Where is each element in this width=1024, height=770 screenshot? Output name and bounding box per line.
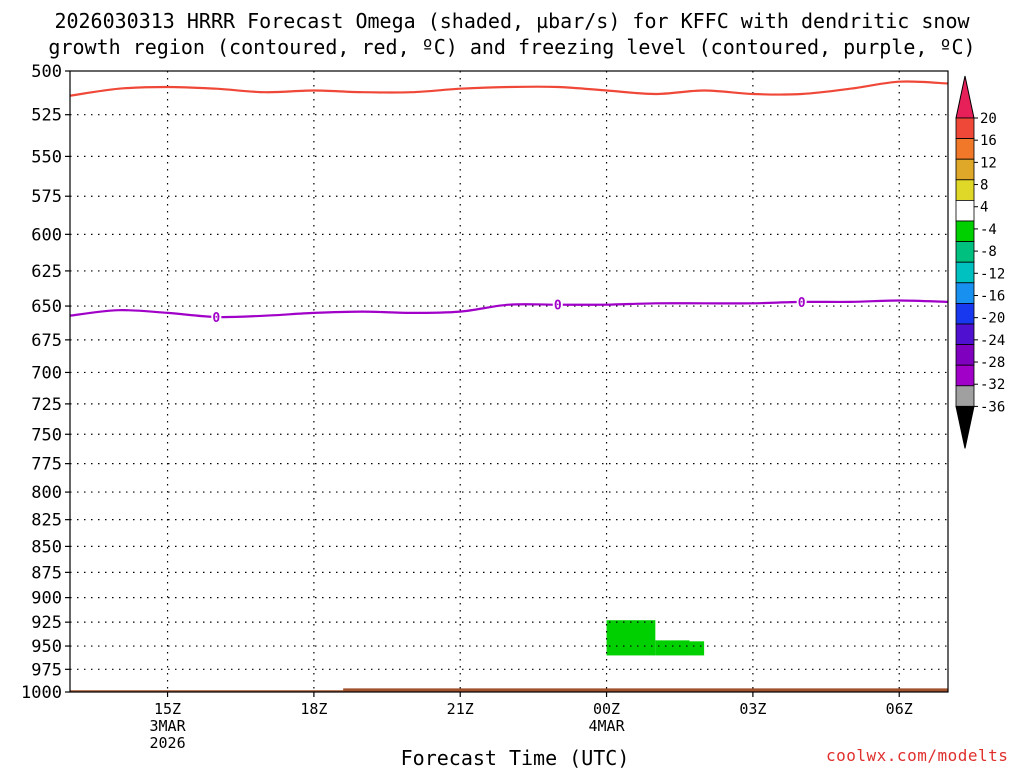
colorbar-label: -28 (980, 355, 1005, 371)
x-tick-label: 4MAR (588, 717, 625, 735)
colorbar-swatch (955, 179, 975, 201)
x-tick-label: 21Z (447, 700, 474, 718)
y-tick-label: 725 (31, 395, 62, 415)
colorbar-label: 16 (980, 133, 997, 149)
y-tick-label: 850 (31, 537, 62, 557)
colorbar-label: 20 (980, 111, 997, 127)
y-tick-label: 750 (31, 425, 62, 445)
omega-shade-cell (689, 641, 705, 656)
colorbar-swatch (955, 323, 975, 346)
freezing-contour-label: 0 (212, 311, 220, 326)
x-tick-label: 18Z (300, 700, 327, 718)
colorbar-swatch (955, 220, 975, 243)
freezing-contour-label: 0 (554, 299, 562, 314)
colorbar-label: -24 (980, 333, 1005, 349)
colorbar-swatch (955, 138, 975, 160)
plot-area (70, 71, 948, 692)
y-tick-label: 950 (31, 637, 62, 657)
contour-label-bg (796, 294, 807, 308)
y-tick-label: 625 (31, 262, 62, 282)
colorbar-bottom-arrow (955, 405, 975, 449)
chart-title-line-2: growth region (contoured, red, ºC) and f… (48, 35, 976, 59)
chart-title-line-1: 2026030313 HRRR Forecast Omega (shaded, … (54, 9, 970, 33)
y-tick-label: 650 (31, 297, 62, 317)
colorbar-label: 12 (980, 155, 997, 171)
colorbar-swatch (955, 282, 975, 304)
x-tick-label: 15Z (154, 700, 181, 718)
y-tick-label: 600 (31, 225, 62, 245)
plot-frame (69, 70, 949, 693)
contour-label-bg (211, 310, 222, 324)
x-tick-label: 2026 (149, 734, 185, 752)
colorbar-swatch (955, 199, 975, 222)
colorbar-swatch (955, 302, 975, 325)
y-tick-label: 675 (31, 331, 62, 351)
y-tick-label: 825 (31, 511, 62, 531)
ground-terrain (70, 688, 948, 692)
colorbar-swatch (955, 117, 975, 140)
x-tick-label: 06Z (886, 700, 913, 718)
contour-label-bg (552, 297, 563, 311)
x-tick-label: 3MAR (149, 717, 186, 735)
y-tick-label: 900 (31, 589, 62, 609)
colorbar-swatch (955, 385, 975, 407)
colorbar-label: 4 (980, 200, 988, 216)
y-tick-label: 800 (31, 483, 62, 503)
y-tick-label: 700 (31, 363, 62, 383)
colorbar-swatch (955, 261, 975, 284)
omega-shade-cell (606, 620, 656, 656)
colorbar-swatch (955, 364, 975, 387)
colorbar-label: -20 (980, 311, 1005, 327)
colorbar-label: 8 (980, 178, 988, 194)
y-tick-label: 1000 (21, 683, 62, 703)
y-tick-label: 550 (31, 147, 62, 167)
colorbar-label: -8 (980, 244, 997, 260)
colorbar-swatch (955, 158, 975, 181)
y-tick-label: 500 (31, 62, 62, 82)
y-tick-label: 575 (31, 187, 62, 207)
colorbar-top-arrow (955, 75, 975, 119)
colorbar-label: -32 (980, 377, 1005, 393)
y-tick-label: 525 (31, 106, 62, 126)
colorbar-label: -36 (980, 399, 1005, 415)
x-tick-label: 00Z (593, 700, 620, 718)
colorbar-swatch (955, 344, 975, 366)
omega-shade-cell (655, 640, 690, 656)
dgz-contour-line (69, 80, 949, 97)
x-axis-label: Forecast Time (UTC) (400, 746, 630, 770)
colorbar-label: -12 (980, 266, 1005, 282)
site-credit-link[interactable]: coolwx.com/modelts (826, 746, 1009, 765)
y-tick-label: 875 (31, 563, 62, 583)
y-tick-label: 975 (31, 660, 62, 680)
colorbar-label: -4 (980, 222, 997, 238)
colorbar-swatch (955, 241, 975, 263)
freezing-contour-label: 0 (798, 296, 806, 311)
y-tick-label: 925 (31, 613, 62, 633)
colorbar-label: -16 (980, 288, 1005, 304)
x-tick-label: 03Z (739, 700, 766, 718)
colorbar: 20 16 12 8 4 -4 -8 -12 -16 -20 -24 -28 -32 -36 (955, 75, 1005, 449)
y-tick-label: 775 (31, 455, 62, 475)
